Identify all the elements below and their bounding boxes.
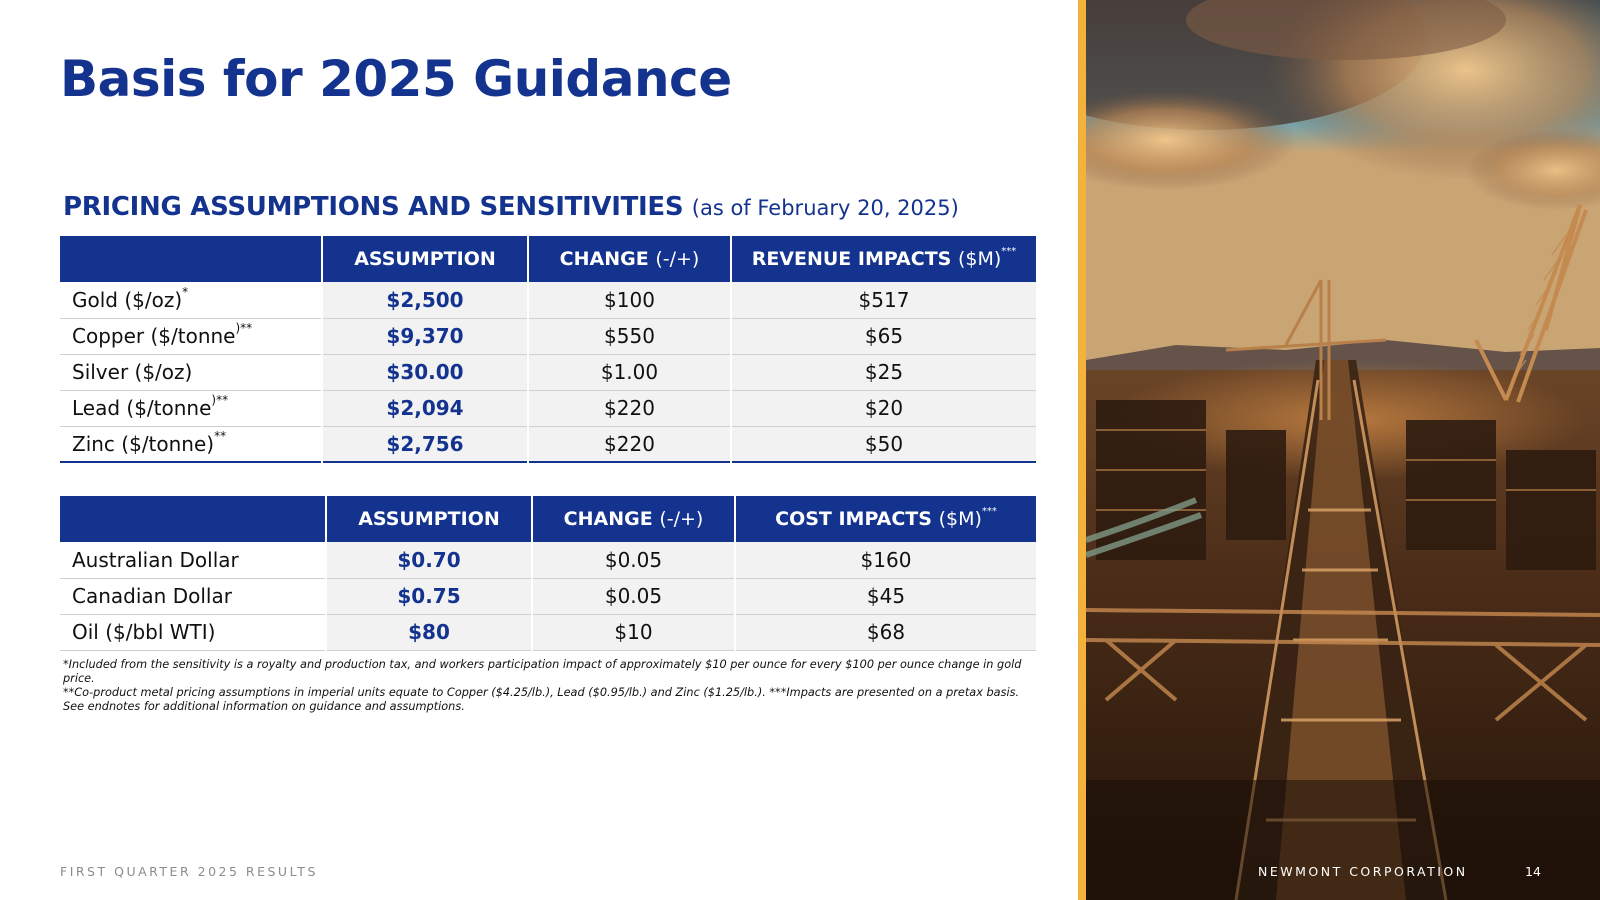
impact-cell: $45 [734,577,1036,614]
impact-cell: $160 [734,542,1036,578]
row-label: Australian Dollar [60,542,326,578]
impact-cell: $25 [730,353,1036,390]
footnote-line: See endnotes for additional information … [63,700,465,713]
table-row: Copper ($/tonne)** $9,370 $550 $65 [60,317,1036,354]
row-label-text: Silver ($/oz) [72,360,193,384]
header-impact-label: REVENUE IMPACTS [751,248,952,270]
header-change: CHANGE (-/+) [531,496,735,542]
header-impact-sub: ($M) [957,248,1002,270]
section-heading: PRICING ASSUMPTIONS AND SENSITIVITIES (a… [63,192,1043,222]
row-label: Gold ($/oz)* [60,282,322,318]
footer-report-name: FIRST QUARTER 2025 RESULTS [60,864,318,879]
table-row: Zinc ($/tonne)** $2,756 $220 $50 [60,425,1036,462]
assumption-cell: $9,370 [321,317,528,354]
row-label: Silver ($/oz) [60,353,322,390]
assumption-cell: $0.70 [325,542,532,578]
table-header-row: ASSUMPTION CHANGE (-/+) REVENUE IMPACTS … [60,236,1036,282]
header-change-sub: (-/+) [659,508,704,530]
table-row: Oil ($/bbl WTI) $80 $10 $68 [60,613,1036,650]
table-row: Canadian Dollar $0.75 $0.05 $45 [60,577,1036,614]
assumption-cell: $2,500 [321,282,528,318]
impact-cell: $50 [730,425,1036,462]
footnote-line: **Co-product metal pricing assumptions i… [63,686,1020,699]
change-cell: $10 [531,613,735,650]
header-change-label: CHANGE [563,508,653,530]
table-row: Lead ($/tonne)** $2,094 $220 $20 [60,389,1036,426]
row-footnote-mark: )** [235,321,253,335]
mine-site-illustration [1086,0,1600,900]
impact-cell: $20 [730,389,1036,426]
row-footnote-mark: )** [211,393,229,407]
accent-bar [1078,0,1086,900]
mine-site-photo [1086,0,1600,900]
change-cell: $220 [527,425,731,462]
header-blank [60,496,326,542]
header-impact-mark: *** [1001,246,1017,257]
change-cell: $0.05 [531,577,735,614]
row-label: Copper ($/tonne)** [60,317,322,354]
table-row: Silver ($/oz) $30.00 $1.00 $25 [60,353,1036,390]
header-change: CHANGE (-/+) [527,236,731,282]
header-assumption: ASSUMPTION [325,496,532,542]
header-revenue-impacts: REVENUE IMPACTS ($M)*** [730,236,1036,282]
assumption-cell: $30.00 [321,353,528,390]
row-label-text: Zinc ($/tonne) [72,431,215,456]
page-number: 14 [1525,864,1541,879]
assumption-cell: $80 [325,613,532,650]
impact-cell: $68 [734,613,1036,650]
header-change-label: CHANGE [559,248,649,270]
header-assumption: ASSUMPTION [321,236,528,282]
change-cell: $220 [527,389,731,426]
header-cost-impacts: COST IMPACTS ($M)*** [734,496,1036,542]
impact-cell: $65 [730,317,1036,354]
row-label-text: Gold ($/oz) [72,287,183,312]
change-cell: $550 [527,317,731,354]
change-cell: $1.00 [527,353,731,390]
impact-cell: $517 [730,282,1036,318]
page-title: Basis for 2025 Guidance [60,50,732,108]
assumption-cell: $2,094 [321,389,528,426]
table-row: Australian Dollar $0.70 $0.05 $160 [60,542,1036,578]
row-label: Oil ($/bbl WTI) [60,613,326,650]
pricing-sensitivity-table: ASSUMPTION CHANGE (-/+) REVENUE IMPACTS … [60,236,1036,463]
row-footnote-mark: * [182,284,189,299]
section-heading-main: PRICING ASSUMPTIONS AND SENSITIVITIES [63,192,684,222]
header-blank [60,236,322,282]
assumption-cell: $2,756 [321,425,528,462]
header-change-sub: (-/+) [655,248,700,270]
row-label: Lead ($/tonne)** [60,389,322,426]
row-footnote-mark: ** [214,428,227,443]
footnotes: *Included from the sensitivity is a roya… [63,658,1053,714]
header-impact-label: COST IMPACTS [775,508,932,530]
footer-company: NEWMONT CORPORATION [1258,864,1468,879]
cost-sensitivity-table: ASSUMPTION CHANGE (-/+) COST IMPACTS ($M… [60,496,1036,651]
row-label: Canadian Dollar [60,577,326,614]
footnote-line: *Included from the sensitivity is a roya… [63,658,1022,685]
section-heading-date: (as of February 20, 2025) [691,196,959,220]
change-cell: $0.05 [531,542,735,578]
table-row: Gold ($/oz)* $2,500 $100 $517 [60,282,1036,318]
table-header-row: ASSUMPTION CHANGE (-/+) COST IMPACTS ($M… [60,496,1036,542]
header-impact-mark: *** [981,506,997,517]
row-label-text: Lead ($/tonne [72,396,212,420]
assumption-cell: $0.75 [325,577,532,614]
row-label-text: Copper ($/tonne [72,324,236,348]
change-cell: $100 [527,282,731,318]
header-impact-sub: ($M) [938,508,982,530]
row-label: Zinc ($/tonne)** [60,425,322,462]
